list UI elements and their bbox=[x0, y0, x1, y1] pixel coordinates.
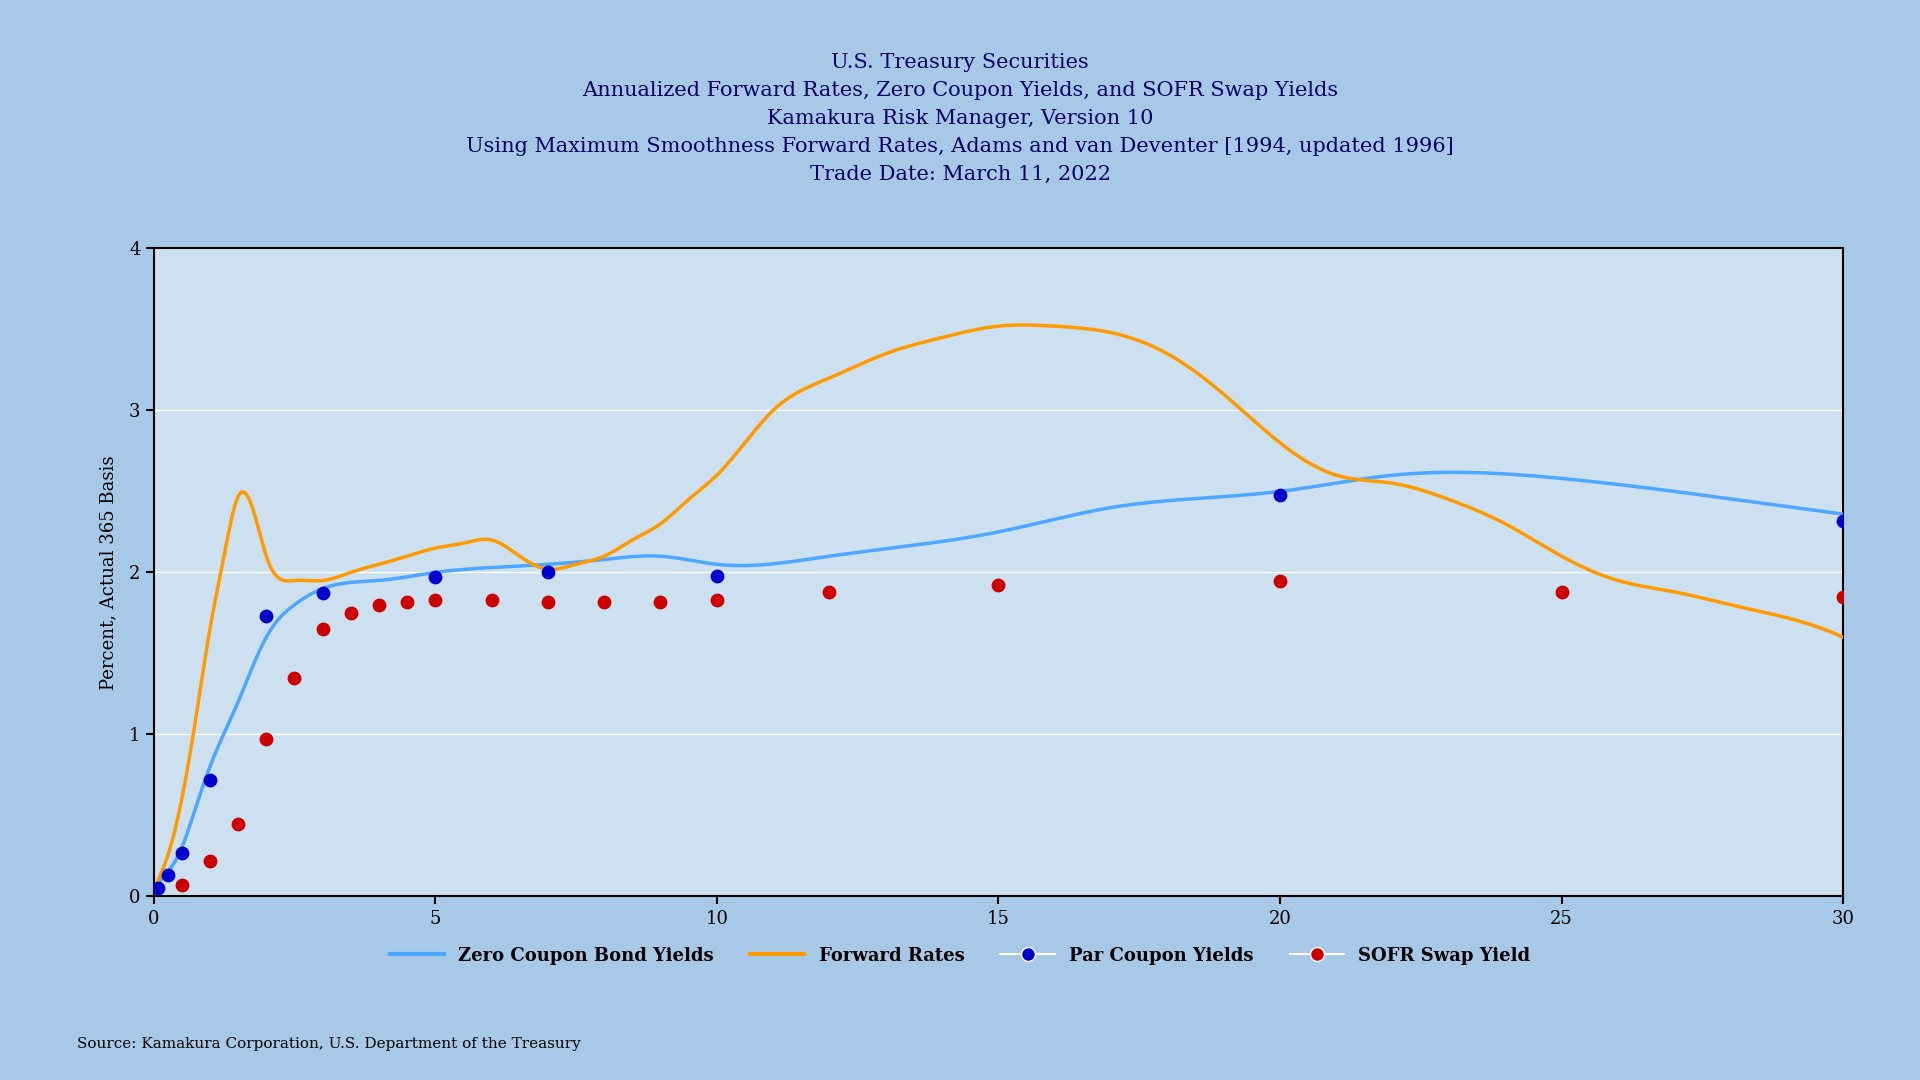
Point bbox=[223, 814, 253, 832]
Text: U.S. Treasury Securities
Annualized Forward Rates, Zero Coupon Yields, and SOFR : U.S. Treasury Securities Annualized Forw… bbox=[467, 53, 1453, 185]
Point bbox=[336, 604, 367, 621]
Point bbox=[701, 591, 732, 608]
Point bbox=[476, 591, 507, 608]
Point bbox=[1828, 512, 1859, 529]
Point bbox=[532, 564, 563, 581]
Point bbox=[194, 771, 225, 788]
Point bbox=[142, 879, 173, 896]
Point bbox=[392, 593, 422, 610]
Point bbox=[701, 567, 732, 584]
Point bbox=[278, 669, 309, 687]
Point bbox=[1546, 583, 1576, 600]
Point bbox=[307, 585, 338, 603]
Point bbox=[167, 877, 198, 894]
Point bbox=[1265, 486, 1296, 503]
Legend: Zero Coupon Bond Yields, Forward Rates, Par Coupon Yields, SOFR Swap Yield: Zero Coupon Bond Yields, Forward Rates, … bbox=[382, 940, 1538, 972]
Point bbox=[532, 593, 563, 610]
Point bbox=[252, 730, 282, 747]
Point bbox=[167, 845, 198, 862]
Point bbox=[589, 593, 620, 610]
Point bbox=[363, 596, 394, 613]
Point bbox=[307, 620, 338, 637]
Point bbox=[252, 607, 282, 624]
Text: Source: Kamakura Corporation, U.S. Department of the Treasury: Source: Kamakura Corporation, U.S. Depar… bbox=[77, 1037, 580, 1051]
Point bbox=[420, 591, 451, 608]
Point bbox=[194, 852, 225, 869]
Point bbox=[420, 568, 451, 585]
Point bbox=[152, 866, 182, 883]
Point bbox=[814, 583, 845, 600]
Point bbox=[1265, 572, 1296, 590]
Point bbox=[1828, 588, 1859, 605]
Point bbox=[645, 593, 676, 610]
Y-axis label: Percent, Actual 365 Basis: Percent, Actual 365 Basis bbox=[100, 455, 117, 690]
Point bbox=[983, 577, 1014, 594]
